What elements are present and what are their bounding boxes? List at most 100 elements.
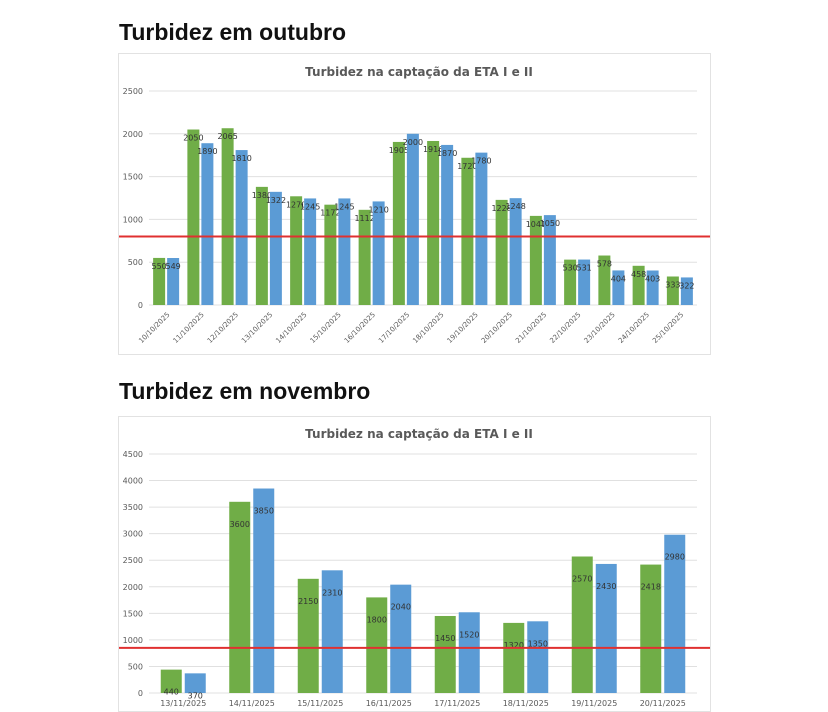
data-label: 530: [562, 264, 577, 273]
data-label: 1112: [354, 214, 374, 223]
x-tick-label: 22/10/2025: [548, 311, 582, 345]
x-tick-label: 20/10/2025: [480, 311, 514, 345]
data-label: 1780: [471, 157, 491, 166]
bar-series-1: [495, 199, 508, 305]
chart-title: Turbidez na captação da ETA I e II: [305, 427, 533, 441]
data-label: 2065: [217, 132, 237, 141]
data-label: 1270: [286, 200, 306, 209]
data-label: 578: [597, 260, 612, 269]
x-tick-label: 15/10/2025: [309, 311, 343, 345]
bar-series-2: [458, 612, 480, 693]
y-tick-label: 1000: [123, 636, 143, 645]
november-chart-container: Turbidez na captação da ETA I e II 0 500 10…: [118, 416, 711, 712]
data-label: 1916: [423, 145, 443, 154]
data-label: 1172: [320, 209, 340, 218]
data-label: 2980: [665, 553, 685, 562]
x-tick-label: 16/10/2025: [343, 311, 377, 345]
november-heading: Turbidez em novembro: [119, 378, 371, 404]
x-tick-label: 13/10/2025: [240, 311, 274, 345]
x-tick-label: 14/11/2025: [229, 699, 275, 708]
data-label: 1720: [457, 162, 477, 171]
data-label: 549: [165, 262, 180, 271]
bar-series-1: [324, 204, 337, 305]
y-tick-label: 2000: [123, 583, 143, 592]
y-tick-label: 2000: [123, 130, 143, 139]
y-tick-label: 0: [138, 689, 143, 698]
data-label: 458: [631, 270, 646, 279]
data-label: 1890: [197, 147, 217, 156]
x-tick-label: 11/10/2025: [172, 311, 206, 345]
data-label: 1041: [526, 220, 546, 229]
bar-series-1: [461, 157, 474, 305]
data-label: 1320: [504, 641, 524, 650]
bar-series-2: [680, 277, 693, 305]
data-label: 1322: [266, 196, 286, 205]
data-label: 1810: [231, 154, 251, 163]
bar-series-2: [527, 621, 549, 693]
october-heading: Turbidez em outubro: [119, 19, 347, 45]
data-label: 1870: [437, 149, 457, 158]
y-tick-label: 2500: [123, 87, 143, 96]
x-tick-label: 17/10/2025: [377, 311, 411, 345]
data-label: 3600: [230, 520, 250, 529]
bar-series-1: [434, 615, 456, 693]
bar-series-1: [221, 128, 234, 305]
bar-series-2: [475, 152, 488, 305]
bar-series-1: [571, 556, 593, 693]
bar-series-1: [160, 669, 182, 693]
bar-series-2: [372, 201, 385, 305]
x-tick-label: 25/10/2025: [651, 311, 685, 345]
november-chart: Turbidez na captação da ETA I e II 0 500 10…: [119, 427, 710, 708]
data-label: 1520: [459, 630, 479, 639]
bar-series-2: [406, 133, 419, 305]
bar-series-2: [167, 258, 180, 305]
october-chart-container: Turbidez na captação da ETA I e II 0 500 10…: [118, 53, 711, 355]
y-tick-label: 3500: [123, 503, 143, 512]
bar-series-1: [392, 141, 405, 305]
bar-series-1: [598, 255, 611, 305]
y-tick-label: 1000: [123, 215, 143, 224]
bar-series-1: [666, 276, 679, 305]
bar-series-1: [229, 501, 251, 693]
data-label: 2050: [183, 134, 203, 143]
bar-series-1: [153, 257, 166, 305]
bar-series-2: [390, 584, 412, 693]
x-tick-label: 19/11/2025: [571, 699, 617, 708]
data-label: 2150: [298, 597, 318, 606]
data-label: 550: [151, 262, 166, 271]
x-tick-label: 15/11/2025: [297, 699, 343, 708]
bar-series-2: [646, 270, 659, 305]
y-tick-label: 3000: [123, 530, 143, 539]
data-label: 1800: [367, 615, 387, 624]
x-tick-label: 21/10/2025: [514, 311, 548, 345]
x-tick-label: 12/10/2025: [206, 311, 240, 345]
data-label: 1350: [528, 639, 548, 648]
data-label: 1228: [491, 204, 511, 213]
bar-series-2: [269, 191, 282, 305]
bar-series-2: [321, 570, 343, 693]
bar-series-1: [640, 564, 662, 693]
bar-series-2: [201, 143, 214, 305]
y-tick-label: 500: [128, 662, 143, 671]
x-tick-label: 19/10/2025: [446, 311, 480, 345]
data-label: 404: [611, 274, 626, 283]
data-label: 1380: [252, 191, 272, 200]
bar-series-1: [529, 215, 542, 305]
data-label: 1210: [368, 205, 388, 214]
data-label: 2570: [572, 575, 592, 584]
bar-series-1: [366, 597, 388, 693]
data-label: 370: [188, 691, 203, 700]
bar-series-1: [297, 578, 319, 693]
y-tick-label: 4000: [123, 477, 143, 486]
data-label: 1245: [300, 202, 320, 211]
x-tick-label: 23/10/2025: [583, 311, 617, 345]
x-tick-label: 14/10/2025: [274, 311, 308, 345]
chart-title: Turbidez na captação da ETA I e II: [305, 65, 533, 79]
data-label: 2000: [403, 138, 423, 147]
x-tick-label: 24/10/2025: [617, 311, 651, 345]
data-label: 3850: [254, 507, 274, 516]
x-tick-label: 20/11/2025: [640, 699, 686, 708]
bar-series-2: [595, 563, 617, 693]
data-label: 1905: [389, 146, 409, 155]
y-tick-label: 0: [138, 301, 143, 310]
